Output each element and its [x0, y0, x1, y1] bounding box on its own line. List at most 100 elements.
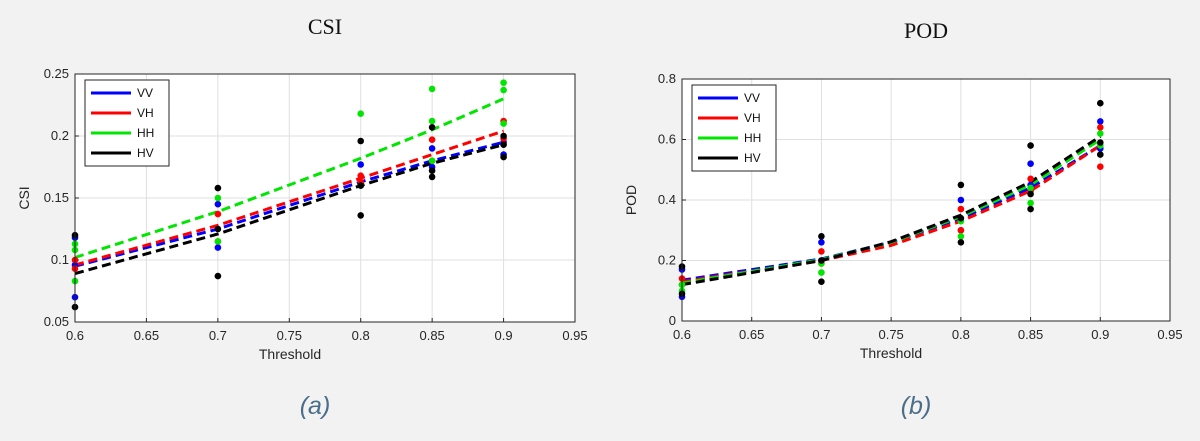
- data-point-hh: [214, 194, 222, 202]
- data-point-hh: [1027, 184, 1034, 192]
- data-point-hv: [818, 233, 825, 240]
- data-point-hv: [1027, 205, 1034, 213]
- legend: VV VH HH HV: [84, 79, 170, 167]
- x-tick-label: 0.6: [66, 328, 84, 343]
- data-point-vv: [1027, 160, 1034, 167]
- data-point-hv: [818, 278, 825, 286]
- x-tick-label: 0.75: [878, 327, 903, 342]
- trend-line-hv: [681, 135, 1102, 287]
- x-tick-label: 0.85: [1018, 327, 1043, 342]
- data-point-vh: [1097, 124, 1104, 131]
- data-point-vh: [1097, 163, 1104, 170]
- data-point-vh: [357, 172, 365, 179]
- data-point-vv: [957, 196, 965, 204]
- data-point-vh: [1027, 175, 1034, 183]
- figure-caption: (b): [901, 392, 932, 420]
- data-point-hh: [500, 86, 507, 94]
- data-point-hh: [1027, 199, 1034, 207]
- data-point-vh: [957, 205, 965, 213]
- x-tick-label: 0.9: [495, 328, 513, 343]
- legend-label-vh: VH: [744, 111, 761, 125]
- y-tick-label: 0.2: [658, 253, 676, 268]
- y-tick-label: 0.2: [51, 128, 69, 143]
- x-axis-label: Threshold: [259, 346, 321, 362]
- data-point-hh: [500, 120, 507, 127]
- data-point-hv: [500, 153, 507, 161]
- data-point-hv: [428, 124, 436, 131]
- data-point-hh: [214, 238, 222, 245]
- x-tick-label: 0.75: [277, 328, 302, 343]
- legend-label-vv: VV: [744, 91, 760, 105]
- x-tick-label: 0.6: [673, 327, 691, 342]
- axes-box: [74, 73, 576, 323]
- chart-panel-pod: 0.6 0.65 0.7 0.75 0.8 0.85 0.9 0.95 0 0.2 0.4 0.6 0.…: [623, 18, 1183, 420]
- x-tick-label: 0.95: [1157, 327, 1182, 342]
- data-point-hh: [500, 79, 507, 86]
- data-point-hh: [428, 157, 436, 165]
- data-point-vv: [357, 161, 365, 168]
- y-tick-label: 0.1: [51, 252, 69, 267]
- legend-label-hv: HV: [744, 151, 761, 165]
- data-point-vv: [1097, 118, 1104, 125]
- data-point-hv: [818, 257, 825, 264]
- data-point-hh: [428, 117, 436, 125]
- data-point-hv: [357, 182, 365, 189]
- data-point-hv: [428, 167, 436, 174]
- legend: VV VH HH HV: [691, 84, 777, 172]
- data-point-vv: [214, 244, 222, 251]
- legend-label-hv: HV: [137, 146, 154, 160]
- data-point-hv: [500, 141, 507, 148]
- legend-label-hh: HH: [137, 126, 154, 140]
- y-tick-label: 0.4: [658, 192, 676, 207]
- axes-box: [681, 78, 1171, 322]
- data-point-hv: [1027, 142, 1034, 149]
- data-point-hv: [957, 181, 965, 189]
- y-tick-label: 0.6: [658, 132, 676, 147]
- chart-title: CSI: [308, 14, 342, 39]
- data-point-hv: [428, 173, 436, 181]
- data-point-hv: [214, 272, 222, 280]
- data-point-hv: [957, 239, 965, 246]
- x-tick-label: 0.65: [134, 328, 159, 343]
- data-point-vh: [957, 227, 965, 234]
- data-point-hv: [357, 212, 365, 219]
- data-point-hh: [957, 233, 965, 240]
- data-point-vh: [214, 210, 222, 218]
- legend-label-hh: HH: [744, 131, 761, 145]
- chart-panel-csi: 0.6 0.65 0.7 0.75 0.8 0.85 0.9 0.95 0.05 0.1 0.15 0…: [16, 14, 588, 420]
- data-point-hv: [1027, 190, 1034, 198]
- y-tick-label: 0: [669, 313, 676, 328]
- x-tick-label: 0.7: [209, 328, 227, 343]
- data-point-hv: [357, 137, 365, 145]
- figure-caption: (a): [300, 392, 331, 420]
- x-tick-label: 0.95: [562, 328, 587, 343]
- y-tick-label: 0.15: [44, 190, 69, 205]
- data-point-hv: [957, 214, 965, 222]
- y-axis-label: POD: [623, 185, 639, 215]
- x-tick-label: 0.85: [419, 328, 444, 343]
- x-axis-label: Threshold: [860, 345, 922, 361]
- x-tick-label: 0.8: [952, 327, 970, 342]
- data-point-hv: [214, 225, 222, 233]
- x-tick-label: 0.9: [1091, 327, 1109, 342]
- y-tick-label: 0.8: [658, 71, 676, 86]
- x-tick-label: 0.7: [812, 327, 830, 342]
- data-point-hv: [1097, 139, 1104, 146]
- data-point-vv: [428, 145, 436, 152]
- data-point-hh: [1097, 130, 1104, 137]
- y-axis-label: CSI: [16, 186, 32, 209]
- data-point-vh: [818, 248, 825, 255]
- chart-title: POD: [904, 18, 948, 43]
- legend-label-vh: VH: [137, 106, 154, 120]
- data-point-vh: [428, 136, 436, 143]
- data-point-hv: [214, 184, 222, 192]
- y-tick-label: 0.25: [44, 66, 69, 81]
- data-point-hh: [428, 85, 436, 93]
- data-point-vv: [818, 239, 825, 246]
- data-point-hv: [500, 132, 507, 140]
- data-point-hh: [818, 269, 825, 276]
- x-tick-label: 0.65: [739, 327, 764, 342]
- data-point-vv: [214, 200, 222, 208]
